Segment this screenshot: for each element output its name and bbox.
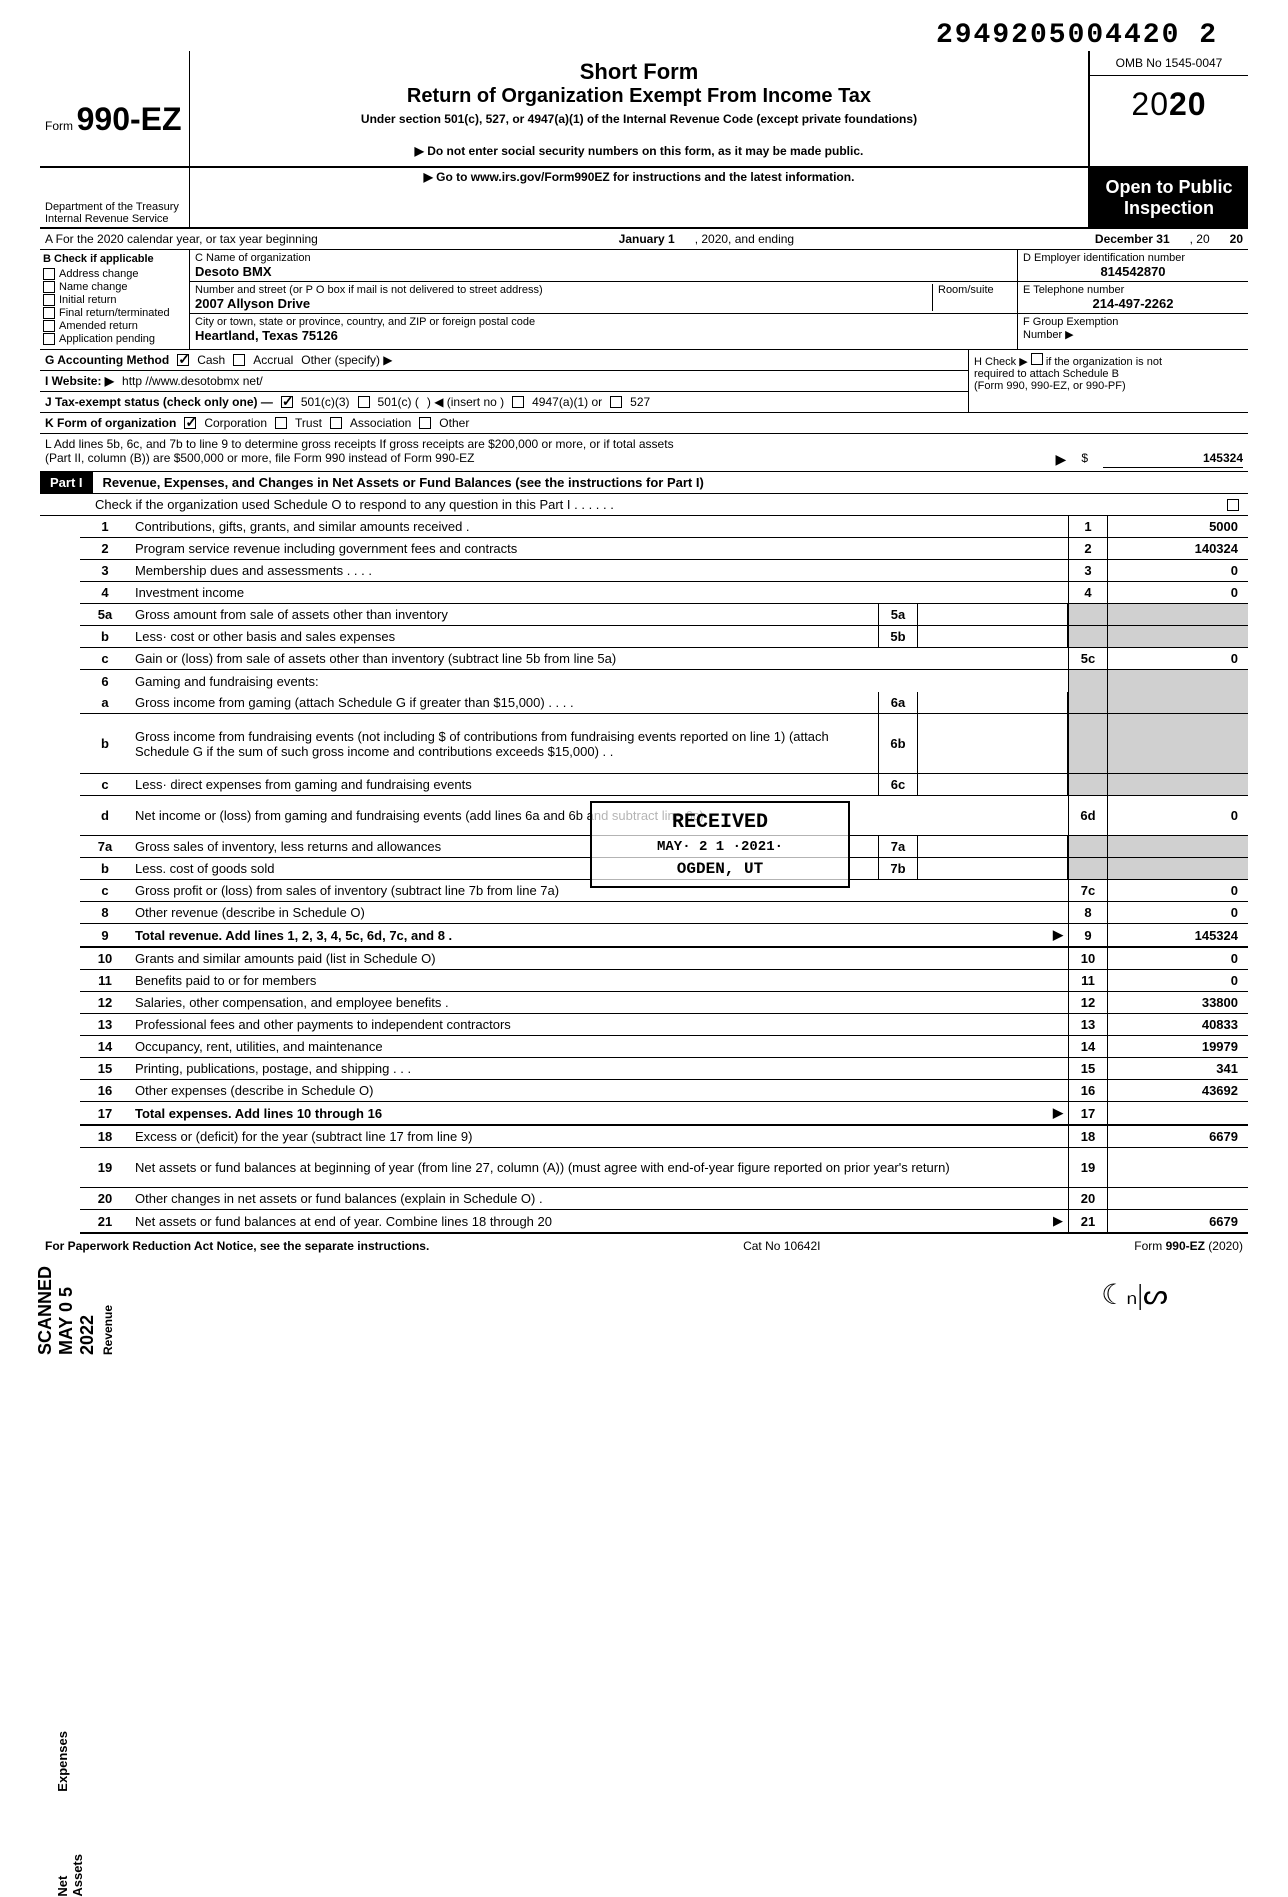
cb-corporation[interactable] bbox=[184, 417, 196, 429]
inspection-box: Open to Public Inspection bbox=[1090, 169, 1248, 227]
line-1: 1Contributions, gifts, grants, and simil… bbox=[80, 516, 1248, 538]
line-5a: 5aGross amount from sale of assets other… bbox=[80, 604, 1248, 626]
title-note1: ▶ Do not enter social security numbers o… bbox=[200, 144, 1078, 158]
year-box: 2020 bbox=[1090, 76, 1248, 133]
cb-501c[interactable] bbox=[358, 396, 370, 408]
col-b: B Check if applicable Address change Nam… bbox=[40, 250, 190, 349]
line-3: 3Membership dues and assessments . . . .… bbox=[80, 560, 1248, 582]
footer: For Paperwork Reduction Act Notice, see … bbox=[40, 1234, 1248, 1258]
row-a: A For the 2020 calendar year, or tax yea… bbox=[40, 229, 1248, 250]
cb-amended[interactable]: Amended return bbox=[43, 320, 186, 332]
expenses-label: Expenses bbox=[55, 1731, 70, 1792]
line-17: 17Total expenses. Add lines 10 through 1… bbox=[80, 1102, 1248, 1126]
omb-number: OMB No 1545-0047 bbox=[1090, 51, 1248, 76]
line-16: 16Other expenses (describe in Schedule O… bbox=[80, 1080, 1248, 1102]
line-6c: cLess· direct expenses from gaming and f… bbox=[80, 774, 1248, 796]
line-5b: bLess· cost or other basis and sales exp… bbox=[80, 626, 1248, 648]
inspection-cell: Open to Public Inspection bbox=[1088, 168, 1248, 227]
cb-527[interactable] bbox=[610, 396, 622, 408]
cb-initial-return[interactable]: Initial return bbox=[43, 294, 186, 306]
line-12: 12Salaries, other compensation, and empl… bbox=[80, 992, 1248, 1014]
addr-box: Number and street (or P O box if mail is… bbox=[190, 282, 1017, 314]
received-stamp: RECEIVED MAY· 2 1 ·2021· OGDEN, UT bbox=[590, 801, 850, 888]
part1-header: Part I Revenue, Expenses, and Changes in… bbox=[40, 472, 1248, 494]
cb-address-change[interactable]: Address change bbox=[43, 268, 186, 280]
line-4: 4Investment income40 bbox=[80, 582, 1248, 604]
dept-cell: Department of the Treasury Internal Reve… bbox=[40, 168, 190, 227]
cb-final-return[interactable]: Final return/terminated bbox=[43, 307, 186, 319]
col-f: F Group Exemption Number ▶ bbox=[1018, 314, 1248, 343]
title-note2: ▶ Go to www.irs.gov/Form990EZ for instru… bbox=[192, 170, 1086, 184]
part1-check: Check if the organization used Schedule … bbox=[40, 494, 1248, 516]
form-number-cell: Form 990-EZ bbox=[40, 51, 190, 166]
title-sub: Return of Organization Exempt From Incom… bbox=[200, 85, 1078, 108]
line-k: K Form of organization Corporation Trust… bbox=[40, 413, 1248, 434]
line-21: 21Net assets or fund balances at end of … bbox=[80, 1210, 1248, 1234]
doc-id: 2949205004420 2 bbox=[40, 20, 1248, 51]
line-11: 11Benefits paid to or for members110 bbox=[80, 970, 1248, 992]
form-label: Form bbox=[45, 119, 73, 133]
header-row2: Department of the Treasury Internal Reve… bbox=[40, 168, 1248, 229]
line-10: 10Grants and similar amounts paid (list … bbox=[80, 948, 1248, 970]
col-d: D Employer identification number 8145428… bbox=[1018, 250, 1248, 282]
city-box: City or town, state or province, country… bbox=[190, 314, 1017, 345]
line-20: 20Other changes in net assets or fund ba… bbox=[80, 1188, 1248, 1210]
cb-501c3[interactable] bbox=[281, 396, 293, 408]
line-14: 14Occupancy, rent, utilities, and mainte… bbox=[80, 1036, 1248, 1058]
signature: ☾ₙ|ᔕ bbox=[40, 1258, 1248, 1332]
line-18: 18Excess or (deficit) for the year (subt… bbox=[80, 1126, 1248, 1148]
line-g: G Accounting Method Cash Accrual Other (… bbox=[40, 350, 968, 371]
col-c: C Name of organization Desoto BMX Number… bbox=[190, 250, 1018, 349]
cb-4947[interactable] bbox=[512, 396, 524, 408]
cb-name-change[interactable]: Name change bbox=[43, 281, 186, 293]
scanned-stamp: SCANNED MAY 0 5 2022 Revenue bbox=[35, 1266, 119, 1355]
col-de: D Employer identification number 8145428… bbox=[1018, 250, 1248, 349]
title-main: Short Form bbox=[200, 59, 1078, 85]
line-15: 15Printing, publications, postage, and s… bbox=[80, 1058, 1248, 1080]
line-j: J Tax-exempt status (check only one) — 5… bbox=[40, 392, 968, 413]
line-6a: aGross income from gaming (attach Schedu… bbox=[80, 692, 1248, 714]
cb-application-pending[interactable]: Application pending bbox=[43, 333, 186, 345]
cb-cash[interactable] bbox=[177, 354, 189, 366]
title-note2-cell: ▶ Go to www.irs.gov/Form990EZ for instru… bbox=[190, 168, 1088, 227]
line-2: 2Program service revenue including gover… bbox=[80, 538, 1248, 560]
netassets-label: Net Assets bbox=[55, 1854, 85, 1897]
line-i: I Website: ▶ http //www.desotobmx net/ bbox=[40, 371, 968, 392]
cb-schedule-b[interactable] bbox=[1031, 353, 1043, 365]
cb-trust[interactable] bbox=[275, 417, 287, 429]
line-8: 8Other revenue (describe in Schedule O)8… bbox=[80, 902, 1248, 924]
title-desc: Under section 501(c), 527, or 4947(a)(1)… bbox=[200, 112, 1078, 126]
cb-accrual[interactable] bbox=[233, 354, 245, 366]
line-l: L Add lines 5b, 6c, and 7b to line 9 to … bbox=[40, 434, 1248, 472]
line-9: 9Total revenue. Add lines 1, 2, 3, 4, 5c… bbox=[80, 924, 1248, 948]
line-6b: bGross income from fundraising events (n… bbox=[80, 714, 1248, 774]
cb-other-org[interactable] bbox=[419, 417, 431, 429]
form-number: 990-EZ bbox=[77, 101, 182, 137]
line-13: 13Professional fees and other payments t… bbox=[80, 1014, 1248, 1036]
cb-association[interactable] bbox=[330, 417, 342, 429]
line-6: 6Gaming and fundraising events: bbox=[80, 670, 1248, 692]
line-19: 19Net assets or fund balances at beginni… bbox=[80, 1148, 1248, 1188]
header-row: Form 990-EZ Short Form Return of Organiz… bbox=[40, 51, 1248, 168]
title-cell: Short Form Return of Organization Exempt… bbox=[190, 51, 1088, 166]
line-5c: cGain or (loss) from sale of assets othe… bbox=[80, 648, 1248, 670]
info-row: B Check if applicable Address change Nam… bbox=[40, 250, 1248, 350]
line-h: H Check ▶ if the organization is not req… bbox=[968, 350, 1248, 413]
name-box: C Name of organization Desoto BMX bbox=[190, 250, 1017, 282]
cb-schedule-o[interactable] bbox=[1227, 499, 1239, 511]
col-e: E Telephone number 214-497-2262 bbox=[1018, 282, 1248, 314]
omb-cell: OMB No 1545-0047 2020 bbox=[1088, 51, 1248, 166]
